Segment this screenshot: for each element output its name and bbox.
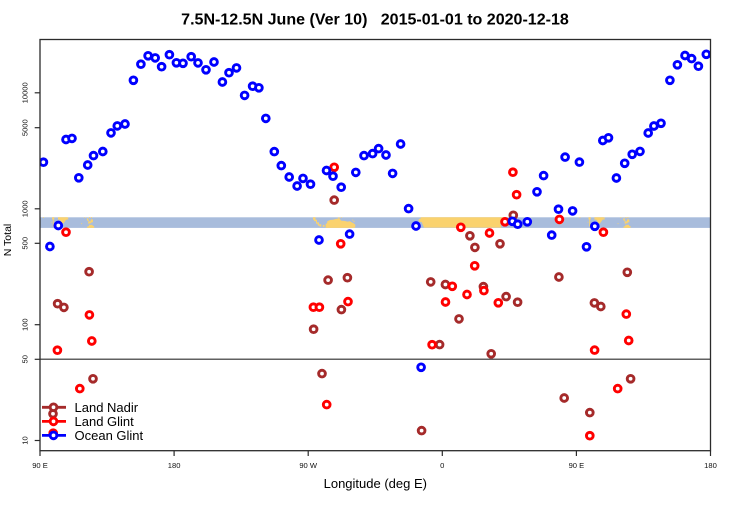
svg-text:500: 500 — [21, 237, 30, 250]
svg-text:Ocean Glint: Ocean Glint — [75, 428, 144, 443]
svg-text:180: 180 — [168, 461, 181, 470]
svg-text:90 E: 90 E — [569, 461, 585, 470]
svg-text:90 W: 90 W — [299, 461, 318, 470]
svg-text:100: 100 — [21, 318, 30, 331]
svg-text:180: 180 — [704, 461, 717, 470]
svg-text:7.5N-12.5N June (Ver 10) 201: 7.5N-12.5N June (Ver 10) 2015-01-01 to 2… — [181, 11, 569, 29]
svg-text:50: 50 — [21, 355, 30, 363]
svg-text:0: 0 — [440, 461, 444, 470]
svg-text:Land Nadir: Land Nadir — [75, 400, 139, 415]
svg-text:1000: 1000 — [21, 200, 30, 217]
svg-text:N Total: N Total — [2, 224, 14, 257]
svg-text:10: 10 — [21, 436, 30, 444]
svg-text:5000: 5000 — [21, 119, 30, 136]
svg-text:Land Glint: Land Glint — [75, 414, 135, 429]
svg-text:10000: 10000 — [21, 82, 30, 103]
svg-text:90 E: 90 E — [32, 461, 48, 470]
svg-text:Longitude (deg E): Longitude (deg E) — [324, 476, 427, 491]
